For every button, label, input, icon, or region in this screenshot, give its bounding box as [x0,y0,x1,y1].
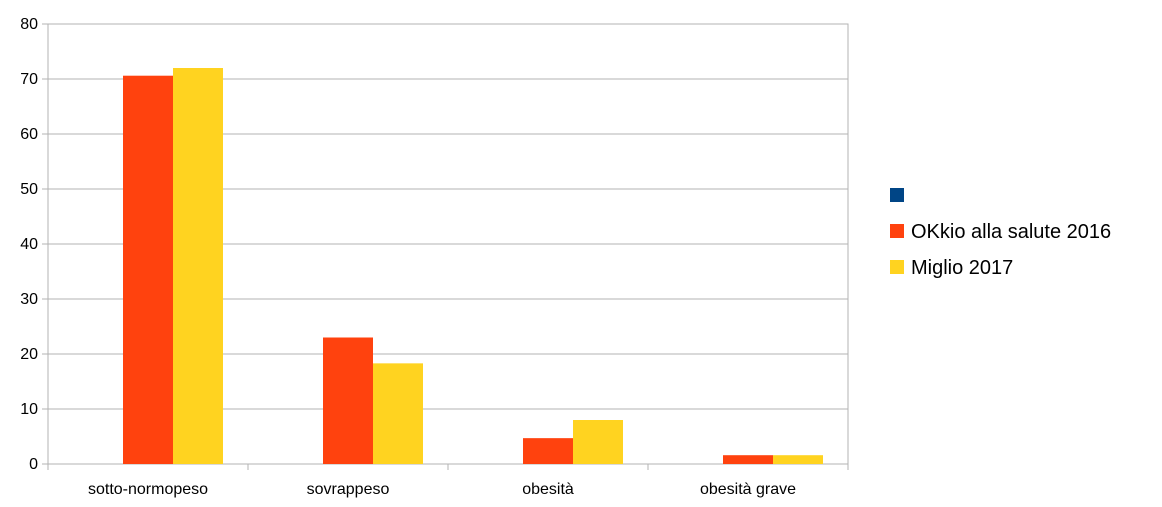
x-tick-label: obesità [522,481,574,498]
y-tick-label: 40 [20,236,38,253]
legend-label: Miglio 2017 [911,257,1013,279]
y-tick-label: 20 [20,346,38,363]
y-tick-label: 60 [20,126,38,143]
legend-swatch [890,188,904,202]
x-tick-label: sovrappeso [307,481,390,498]
bar [573,420,623,464]
y-tick-label: 10 [20,401,38,418]
bar [723,455,773,464]
x-tick-label: sotto-normopeso [88,481,208,498]
bar [323,337,373,464]
y-tick-label: 70 [20,71,38,88]
bar [123,75,173,464]
y-tick-label: 80 [20,16,38,33]
legend-swatch [890,260,904,274]
bar [523,438,573,464]
y-tick-label: 30 [20,291,38,308]
y-tick-label: 50 [20,181,38,198]
bar [773,455,823,464]
bar [173,68,223,464]
x-tick-label: obesità grave [700,481,796,498]
y-tick-label: 0 [29,456,38,473]
legend-swatch [890,224,904,238]
bar [373,363,423,464]
legend-label: OKkio alla salute 2016 [911,221,1111,243]
